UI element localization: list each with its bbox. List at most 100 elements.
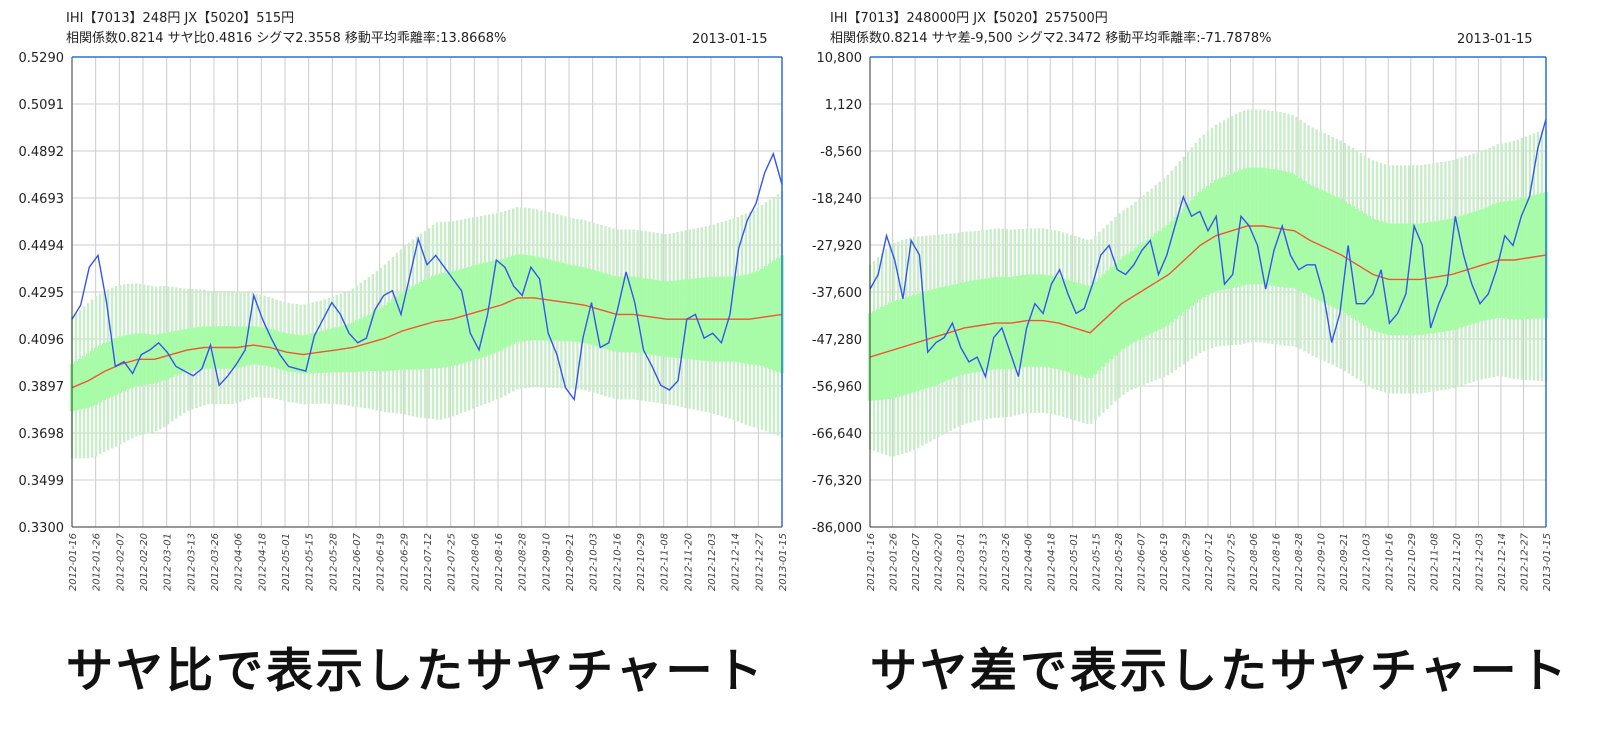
x-tick-label: 2012-08-16	[494, 533, 505, 591]
spread-line	[869, 118, 1547, 379]
y-tick-label: 10,800	[817, 51, 863, 66]
x-tick-label: 2012-10-29	[1407, 533, 1418, 591]
x-tick-label: 2012-04-18	[1046, 533, 1057, 591]
chart-header-line2: 相関係数0.8214 サヤ差-9,500 シグマ2.3472 移動平均乖離率:-…	[830, 31, 1272, 46]
y-tick-label: 0.3499	[19, 474, 65, 489]
y-tick-label: 1,120	[825, 98, 862, 113]
x-tick-label: 2012-03-13	[979, 533, 990, 591]
spread-ratio-chart: 0.5290 0.5091 0.4892 0.4693 0.4494 0.4295 0.40…	[19, 51, 790, 591]
x-tick-label: 2012-08-28	[518, 533, 529, 591]
y-tick-label: 0.5091	[19, 98, 65, 113]
x-tick-label: 2012-02-20	[934, 533, 945, 591]
x-tick-label: 2012-03-26	[1001, 533, 1012, 591]
x-tick-label: 2012-11-08	[1429, 533, 1440, 591]
x-tick-label: 2012-12-03	[707, 533, 718, 591]
y-tick-label: 0.4494	[19, 239, 65, 254]
x-tick-label: 2012-09-10	[1317, 533, 1328, 591]
y-tick-label: -18,240	[812, 192, 862, 207]
x-tick-label: 2012-01-16	[68, 533, 79, 591]
x-tick-label: 2012-04-06	[234, 533, 245, 591]
chart-date: 2013-01-15	[692, 32, 768, 47]
x-tick-label: 2012-06-19	[376, 533, 387, 591]
x-tick-label: 2012-07-12	[423, 533, 434, 591]
x-tick-label: 2012-02-20	[139, 533, 150, 591]
x-tick-label: 2012-05-15	[305, 533, 316, 591]
x-tick-label: 2012-02-07	[115, 532, 126, 591]
x-tick-label: 2012-07-25	[1227, 533, 1238, 591]
x-tick-label: 2012-03-01	[956, 533, 967, 591]
y-tick-label: -37,600	[812, 286, 862, 301]
x-tick-label: 2012-06-29	[1181, 533, 1192, 591]
chart-panel-difference: IHI【7013】248000円 JX【5020】257500円 相関係数0.8…	[800, 0, 1600, 753]
y-tick-label: -76,320	[812, 474, 862, 489]
spread-difference-chart: 10,800 1,120 -8,560 -18,240 -27,920 -37,600 -4…	[812, 51, 1553, 591]
x-tick-label: 2012-10-03	[1362, 533, 1373, 591]
x-tick-label: 2012-08-16	[1272, 533, 1283, 591]
x-tick-label: 2012-12-03	[1474, 533, 1485, 591]
x-tick-label: 2012-12-14	[1497, 533, 1508, 591]
y-tick-label: 0.3300	[19, 521, 65, 536]
x-tick-label: 2012-12-14	[731, 533, 742, 591]
moving-average-line	[71, 297, 783, 389]
x-tick-label: 2012-04-18	[257, 533, 268, 591]
y-tick-label: -66,640	[812, 427, 862, 442]
x-tick-label: 2012-05-28	[1114, 533, 1125, 591]
chart-header-line2: 相関係数0.8214 サヤ比0.4816 シグマ2.3558 移動平均乖離率:1…	[66, 31, 507, 46]
x-tick-label: 2012-05-01	[1069, 533, 1080, 591]
y-tick-label: -8,560	[820, 145, 862, 160]
y-tick-label: -86,000	[812, 521, 862, 536]
y-tick-label: 0.3897	[19, 380, 65, 395]
x-tick-label: 2012-08-06	[470, 533, 481, 591]
y-tick-label: -56,960	[812, 380, 862, 395]
x-tick-label: 2013-01-15	[1542, 533, 1553, 591]
x-tick-label: 2012-11-20	[683, 533, 694, 591]
x-tick-label: 2012-09-21	[1339, 533, 1350, 591]
y-tick-label: 0.3698	[19, 427, 65, 442]
x-tick-label: 2012-03-01	[163, 533, 174, 591]
x-tick-label: 2012-02-07	[911, 532, 922, 591]
x-tick-label: 2012-06-19	[1159, 533, 1170, 591]
chart-panel-ratio: IHI【7013】248円 JX【5020】515円 相関係数0.8214 サヤ…	[0, 0, 800, 753]
x-tick-label: 2012-06-07	[1136, 532, 1147, 591]
x-tick-label: 2012-10-16	[1384, 533, 1395, 591]
chart-header-line1: IHI【7013】248円 JX【5020】515円	[66, 11, 295, 26]
x-tick-label: 2013-01-15	[778, 533, 789, 591]
x-tick-label: 2012-05-28	[328, 533, 339, 591]
y-tick-label: 0.4295	[19, 286, 65, 301]
x-tick-label: 2012-01-26	[92, 533, 103, 591]
x-tick-label: 2012-05-15	[1091, 533, 1102, 591]
x-tick-label: 2012-03-26	[210, 533, 221, 591]
spread-line	[71, 151, 783, 402]
y-tick-label: 0.5290	[19, 51, 65, 66]
x-tick-label: 2012-01-16	[866, 533, 877, 591]
y-tick-label: 0.4096	[19, 333, 65, 348]
chart-header-line1: IHI【7013】248000円 JX【5020】257500円	[830, 11, 1108, 26]
y-tick-label: 0.4892	[19, 145, 65, 160]
x-tick-label: 2012-12-27	[754, 532, 765, 591]
x-tick-label: 2012-10-16	[612, 533, 623, 591]
x-tick-label: 2012-05-01	[281, 533, 292, 591]
x-tick-label: 2012-06-07	[352, 532, 363, 591]
x-tick-label: 2012-08-28	[1294, 533, 1305, 591]
y-tick-label: -47,280	[812, 333, 862, 348]
x-tick-label: 2012-09-21	[565, 533, 576, 591]
x-tick-label: 2012-11-08	[660, 533, 671, 591]
x-tick-label: 2012-01-26	[889, 533, 900, 591]
x-tick-label: 2012-04-06	[1024, 533, 1035, 591]
x-tick-label: 2012-12-27	[1519, 532, 1530, 591]
x-tick-label: 2012-10-29	[636, 533, 647, 591]
x-tick-label: 2012-07-25	[447, 533, 458, 591]
moving-average-line	[869, 225, 1547, 358]
y-tick-label: 0.4693	[19, 192, 65, 207]
chart-date: 2013-01-15	[1457, 32, 1533, 47]
x-tick-label: 2012-07-12	[1204, 533, 1215, 591]
x-tick-label: 2012-03-13	[186, 533, 197, 591]
x-tick-label: 2012-10-03	[589, 533, 600, 591]
x-tick-label: 2012-06-29	[399, 533, 410, 591]
x-tick-label: 2012-09-10	[541, 533, 552, 591]
x-tick-label: 2012-11-20	[1452, 533, 1463, 591]
y-tick-label: -27,920	[812, 239, 862, 254]
chart-caption: サヤ差で表示したサヤチャート	[870, 644, 1570, 699]
x-tick-label: 2012-08-06	[1249, 533, 1260, 591]
chart-caption: サヤ比で表示したサヤチャート	[66, 644, 766, 699]
